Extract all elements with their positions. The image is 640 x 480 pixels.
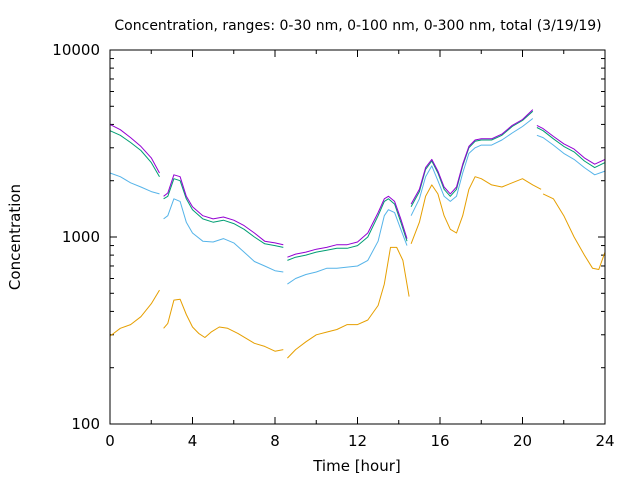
series-layer <box>109 109 606 359</box>
series-line-segment <box>536 124 606 165</box>
series-line-segment <box>542 193 606 270</box>
series-2 <box>109 110 606 261</box>
series-line-segment <box>163 174 284 246</box>
x-tick-label: 20 <box>513 432 532 450</box>
tick-labels: 0 4 8 12 16 20 24 100 1000 10000 <box>52 41 614 450</box>
y-tick-label: 100 <box>71 415 100 433</box>
plot-frame <box>109 49 606 425</box>
y-tick-label: 1000 <box>62 228 100 246</box>
series-3 <box>109 109 606 258</box>
series-line-segment <box>410 176 542 244</box>
series-line-segment <box>287 209 408 285</box>
series-line-segment <box>536 127 606 169</box>
x-tick-label: 0 <box>105 432 115 450</box>
series-line-segment <box>109 130 160 177</box>
series-line-segment <box>410 109 534 205</box>
series-line-segment <box>287 195 408 258</box>
x-tick-label: 4 <box>188 432 198 450</box>
series-line-segment <box>287 246 410 359</box>
x-tick-label: 16 <box>430 432 449 450</box>
series-line-segment <box>109 123 160 174</box>
series-line-segment <box>163 178 284 248</box>
series-line-segment <box>109 289 160 337</box>
series-line-segment <box>287 198 408 261</box>
axis-ticks <box>109 49 606 425</box>
series-line-segment <box>410 118 534 216</box>
series-line-segment <box>163 198 284 273</box>
series-line-segment <box>410 110 534 208</box>
x-tick-label: 8 <box>270 432 280 450</box>
x-axis-label: Time [hour] <box>312 457 401 475</box>
series-0 <box>109 176 606 359</box>
chart-title: Concentration, ranges: 0-30 nm, 0-100 nm… <box>114 18 601 34</box>
series-line-segment <box>536 134 606 176</box>
series-line-segment <box>109 172 160 195</box>
x-tick-label: 24 <box>595 432 614 450</box>
y-axis-label: Concentration <box>6 184 24 290</box>
series-1 <box>109 118 606 285</box>
x-tick-label: 12 <box>348 432 367 450</box>
series-line-segment <box>163 298 284 352</box>
y-tick-label: 10000 <box>52 41 100 59</box>
